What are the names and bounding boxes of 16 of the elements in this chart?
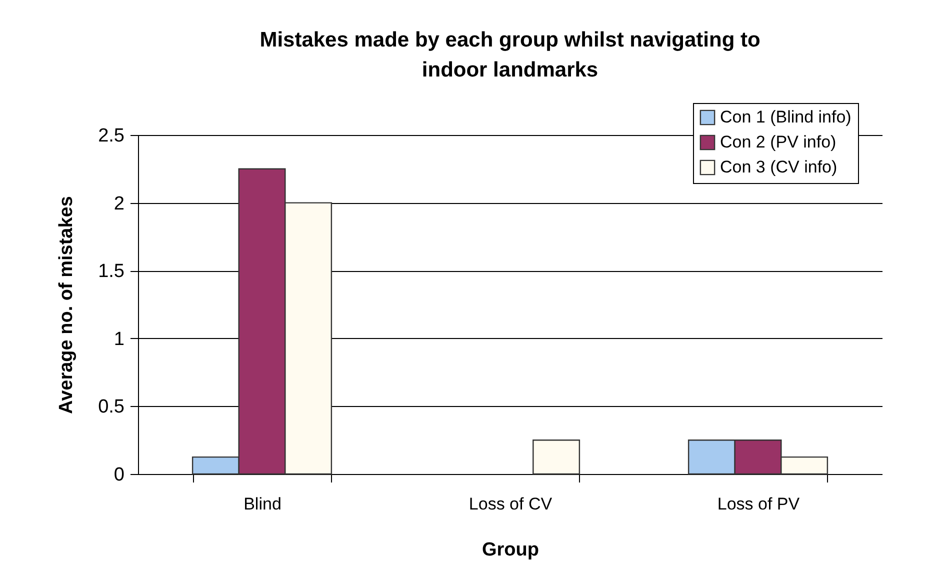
y-tick-label: 2 bbox=[114, 193, 124, 214]
y-axis-title: Average no. of mistakes bbox=[56, 196, 78, 414]
x-tick-label: Loss of PV bbox=[717, 494, 800, 514]
x-tick-label: Loss of CV bbox=[468, 494, 553, 514]
chart-title: Mistakes made by each group whilst navigating to indoor landmarks bbox=[260, 28, 760, 82]
legend-label: Con 2 (PV info) bbox=[720, 132, 836, 152]
bar bbox=[532, 440, 580, 475]
legend-label: Con 1 (Blind info) bbox=[720, 108, 852, 126]
y-tick-label: 0 bbox=[114, 464, 124, 486]
y-tick-label: 1 bbox=[114, 328, 124, 350]
y-tick-label: 0.5 bbox=[98, 396, 124, 418]
x-tick-label: Blind bbox=[244, 494, 282, 514]
x-axis-title: Group bbox=[482, 540, 539, 560]
legend-label: Con 3 (CV info) bbox=[720, 158, 838, 176]
y-tick-label: 1.5 bbox=[98, 261, 124, 282]
y-tick-label: 2.5 bbox=[98, 126, 124, 146]
